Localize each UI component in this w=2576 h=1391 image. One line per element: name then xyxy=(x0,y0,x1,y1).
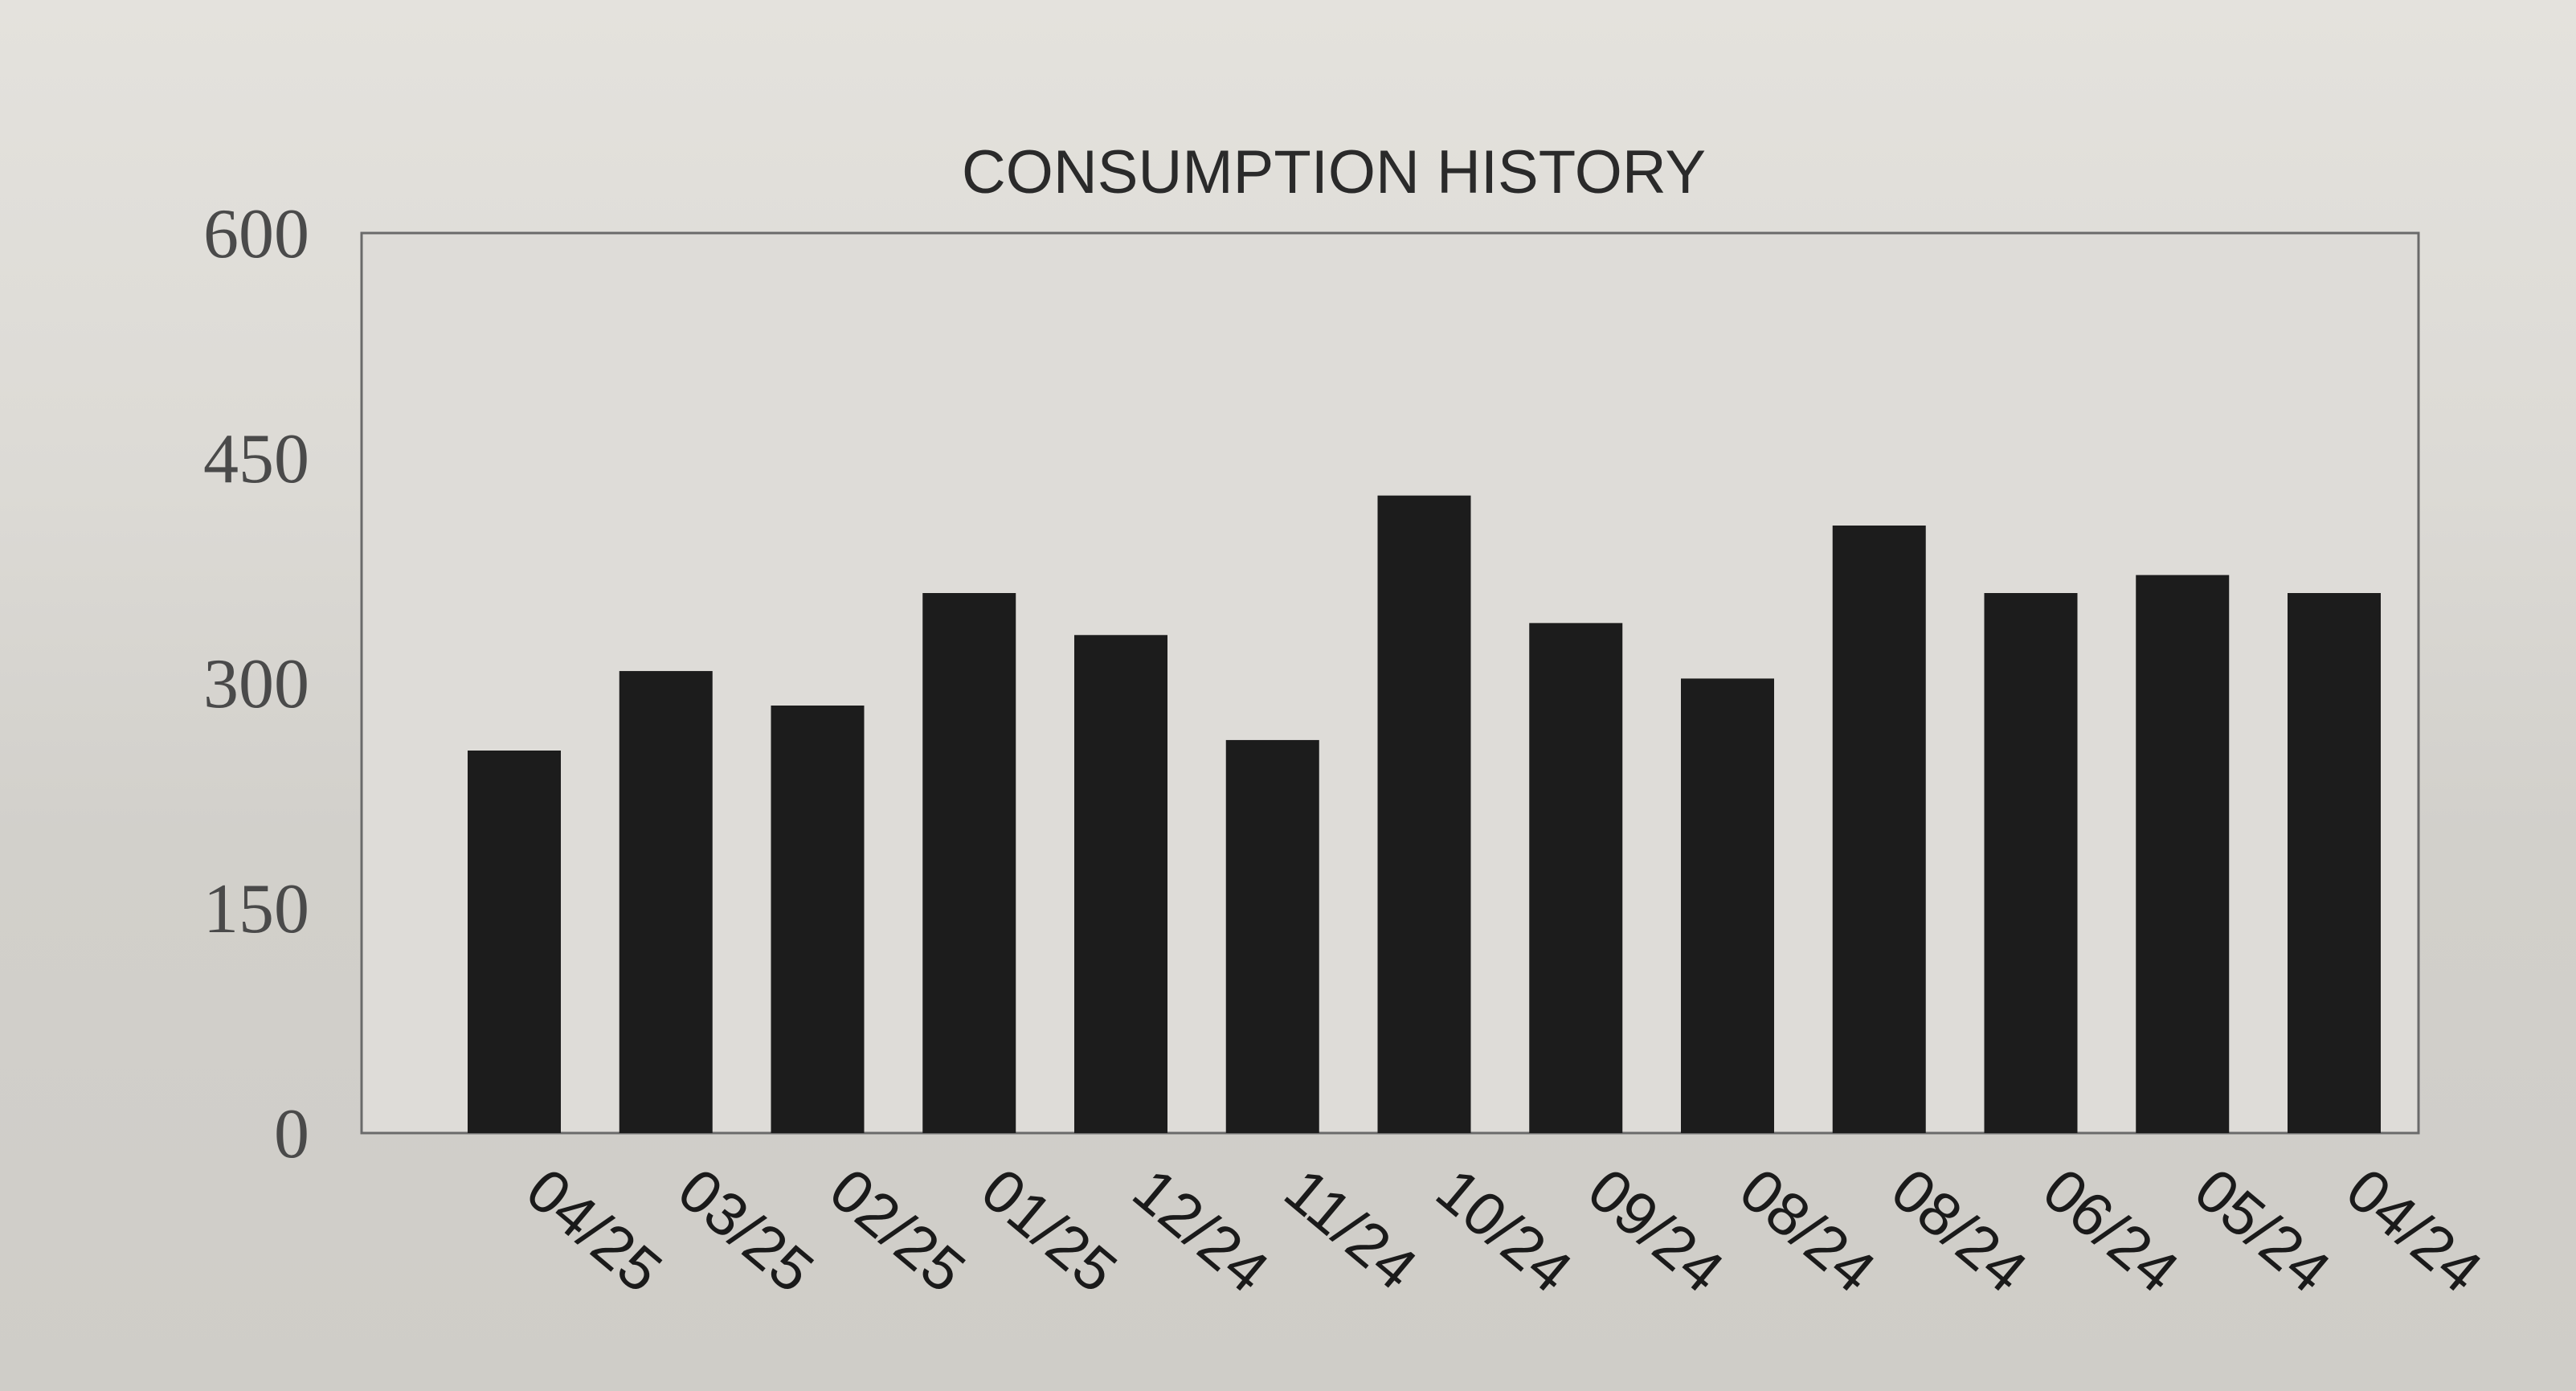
bar xyxy=(1074,635,1167,1133)
y-tick-label: 0 xyxy=(274,1095,309,1173)
x-tick-label: 08/24 xyxy=(1879,1156,2039,1306)
x-tick-label: 09/24 xyxy=(1575,1156,1736,1306)
x-tick-label: 12/24 xyxy=(1120,1156,1281,1306)
x-tick-label: 01/25 xyxy=(968,1156,1129,1306)
x-tick-label: 11/24 xyxy=(1272,1156,1429,1303)
bars xyxy=(468,495,2381,1133)
y-tick-label: 600 xyxy=(203,195,309,273)
bar xyxy=(771,706,865,1133)
x-tick-label: 06/24 xyxy=(2030,1156,2191,1306)
bar xyxy=(1681,678,1774,1133)
bar xyxy=(2136,575,2230,1133)
bar xyxy=(1225,739,1319,1133)
y-tick-label: 150 xyxy=(203,870,309,948)
bar xyxy=(1984,593,2078,1133)
x-tick-label: 05/24 xyxy=(2181,1156,2342,1306)
bar xyxy=(468,751,561,1133)
x-tick-label: 04/25 xyxy=(513,1156,674,1306)
x-axis-labels: 04/2503/2502/2501/2512/2411/2410/2409/24… xyxy=(513,1156,2494,1306)
bar xyxy=(922,593,1016,1133)
x-tick-label: 04/24 xyxy=(2333,1156,2494,1306)
x-tick-label: 03/25 xyxy=(665,1156,826,1306)
y-tick-label: 450 xyxy=(203,420,309,498)
x-tick-label: 10/24 xyxy=(1424,1156,1584,1306)
x-tick-label: 02/25 xyxy=(817,1156,978,1306)
y-axis-ticks: 0 150 300 450 600 xyxy=(203,195,309,1173)
bar xyxy=(619,671,713,1133)
chart-title: CONSUMPTION HISTORY xyxy=(962,138,1706,207)
bar xyxy=(1832,526,1926,1133)
bar xyxy=(2288,593,2381,1133)
y-tick-label: 300 xyxy=(203,645,309,723)
bar xyxy=(1377,495,1471,1133)
bar xyxy=(1529,623,1623,1133)
x-tick-label: 08/24 xyxy=(1727,1156,1887,1306)
